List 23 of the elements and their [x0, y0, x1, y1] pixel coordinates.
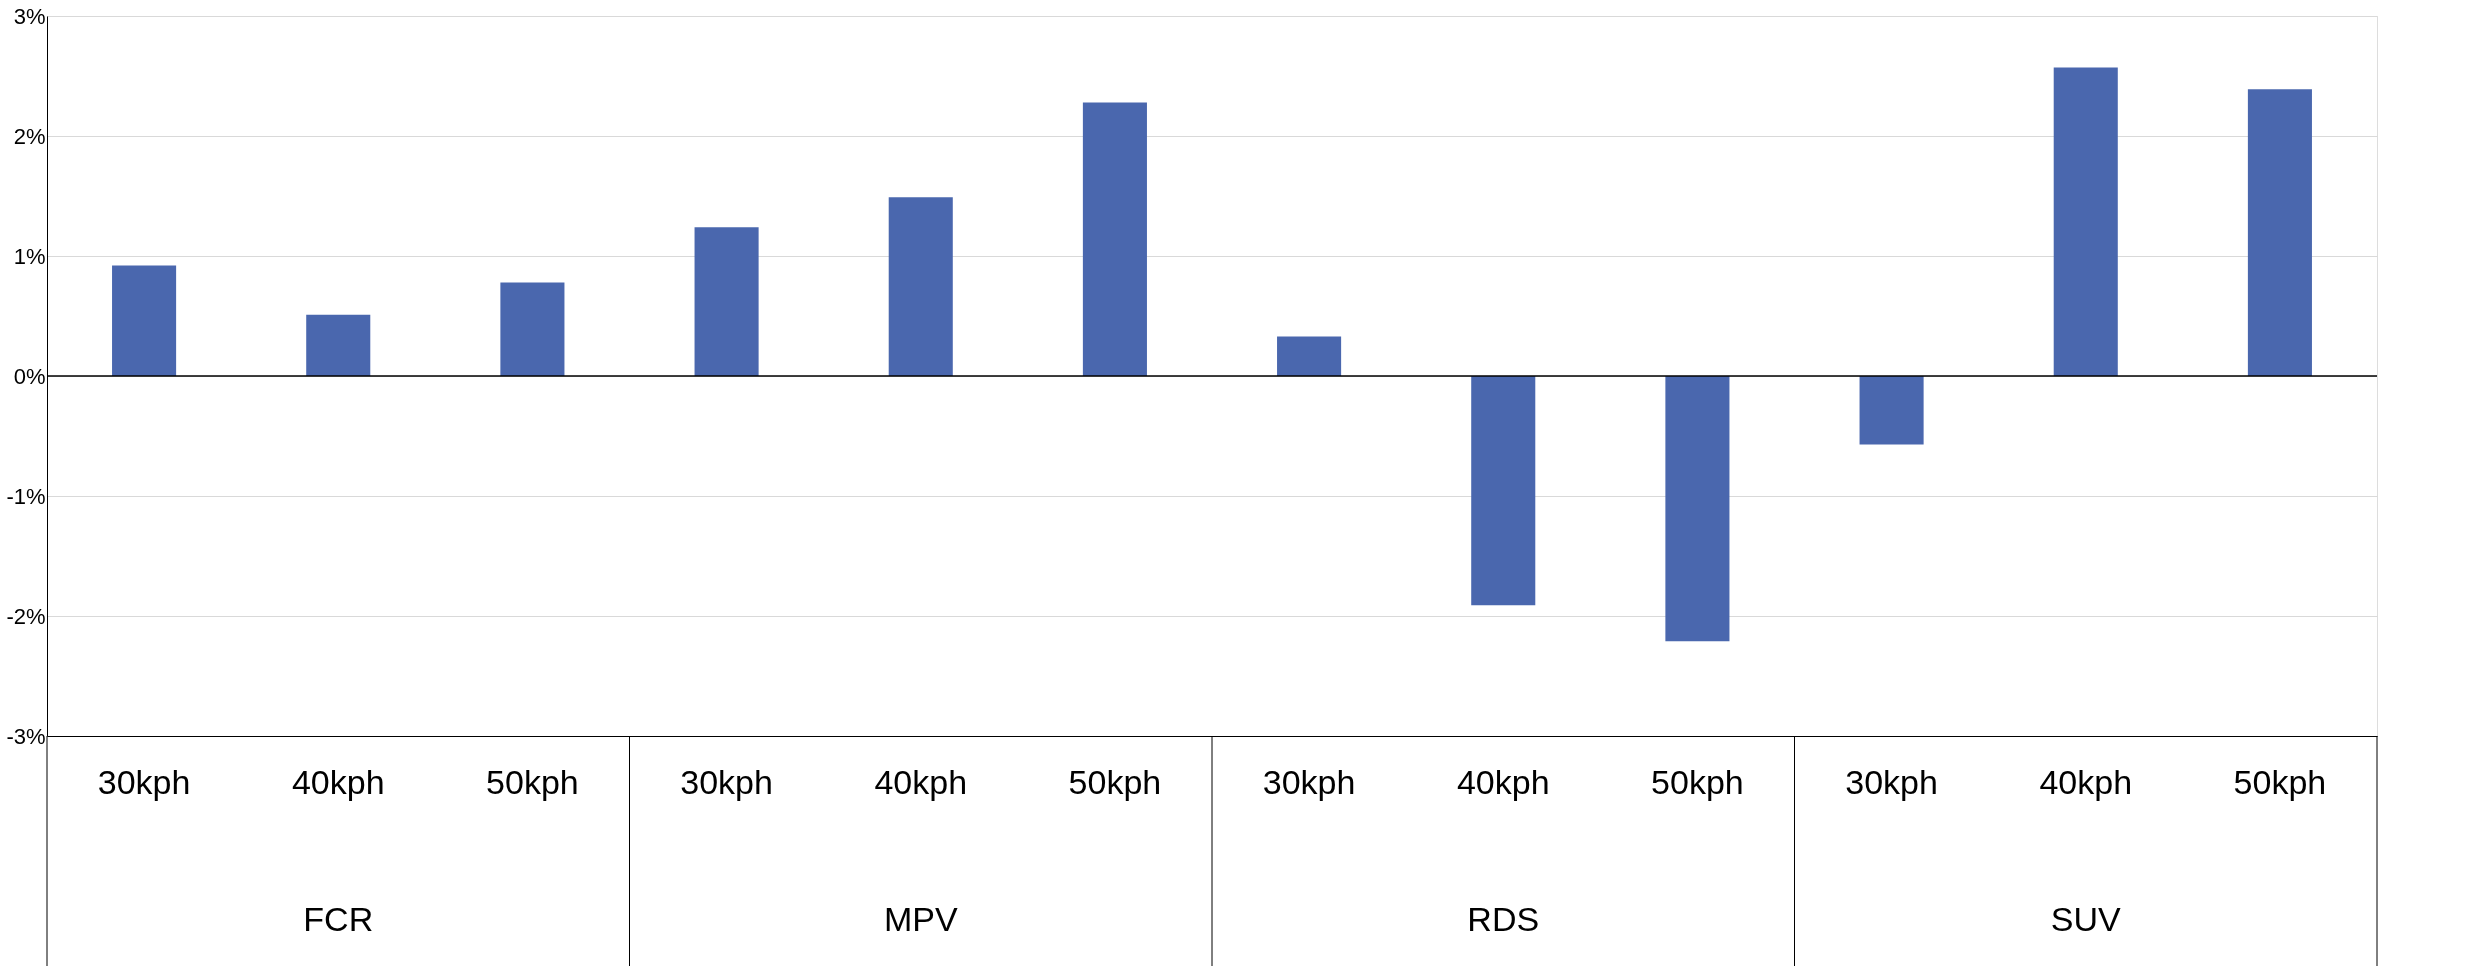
x-tick-label: 40kph [2039, 762, 2133, 801]
x-tick-label: 50kph [1651, 762, 1744, 801]
text: FCR [303, 900, 374, 938]
y-tick-label: -3% [6, 723, 46, 749]
y-tick-label: -2% [6, 603, 46, 629]
y-tick-label: 0% [13, 363, 46, 389]
y-tick-label: 3% [13, 3, 46, 29]
x-tick-label: 40kph [291, 762, 385, 801]
text: MPV [883, 900, 958, 938]
x-tick-label: 30kph [1262, 762, 1356, 801]
x-tick-label: 50kph [486, 762, 579, 801]
text: RDS [1467, 900, 1540, 938]
x-tick-label: 50kph [2233, 762, 2327, 801]
x-tick-label: 40kph [874, 762, 968, 801]
x-tick-label: 30kph [97, 762, 191, 801]
y-tick-label: -1% [6, 483, 46, 509]
y-tick-label: 2% [13, 123, 46, 149]
y-tick-label: 1% [13, 243, 46, 269]
text: SUV [2050, 900, 2122, 938]
x-tick-label: 30kph [680, 762, 773, 801]
x-tick-label: 40kph [1456, 762, 1550, 801]
x-tick-label: 30kph [1845, 762, 1938, 801]
x-tick-label: 50kph [1068, 762, 1162, 801]
